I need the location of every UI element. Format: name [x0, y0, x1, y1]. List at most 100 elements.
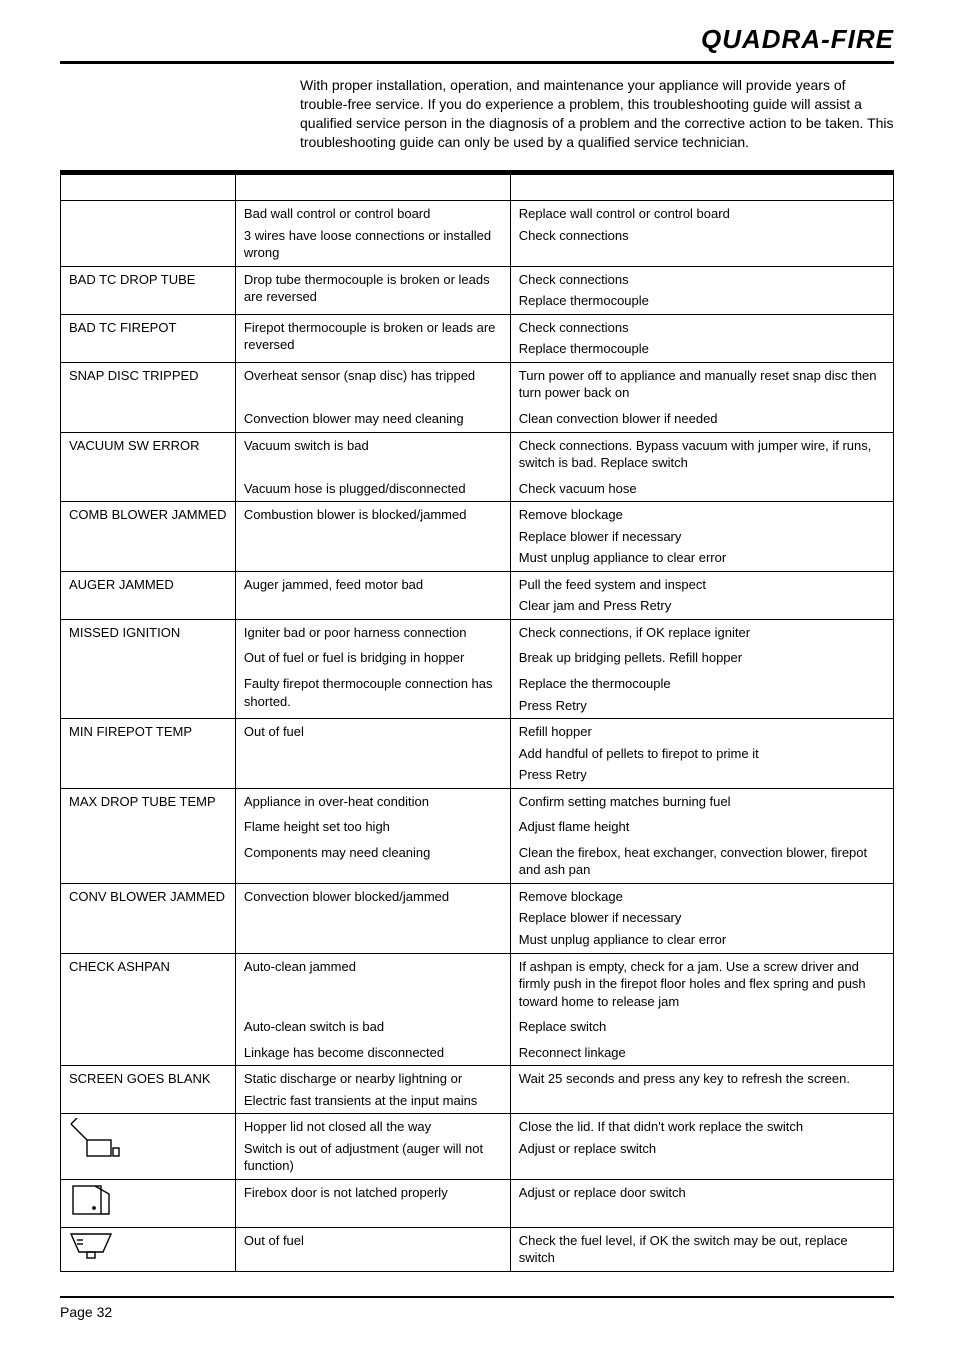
- error-code-cell: MIN FIREPOT TEMP: [61, 719, 236, 789]
- cause-cell: Auto-clean jammed: [235, 953, 510, 1014]
- cell-line: Auto-clean jammed: [244, 958, 502, 976]
- cell-line: Hopper lid not closed all the way: [244, 1118, 502, 1136]
- cell-line: Refill hopper: [519, 723, 885, 741]
- cause-cell: Overheat sensor (snap disc) has tripped: [235, 362, 510, 406]
- table-row: Firebox door is not latched properly Adju…: [61, 1180, 894, 1228]
- table-row: CHECK ASHPAN Auto-clean jammed If ashpan i…: [61, 953, 894, 1014]
- cell-line: Drop tube thermocouple is broken or lead…: [244, 271, 502, 306]
- error-code-cell: [61, 1014, 236, 1040]
- error-code-cell: [61, 840, 236, 884]
- table-row: COMB BLOWER JAMMED Combustion blower is b…: [61, 502, 894, 572]
- action-cell: Turn power off to appliance and manually…: [510, 362, 893, 406]
- cell-line: Replace wall control or control board: [519, 205, 885, 223]
- action-cell: Refill hopperAdd handful of pellets to f…: [510, 719, 893, 789]
- cell-line: Replace thermocouple: [519, 292, 885, 310]
- cell-line: Replace switch: [519, 1018, 885, 1036]
- cause-cell: Firebox door is not latched properly: [235, 1180, 510, 1228]
- cell-line: Check connections: [519, 271, 885, 289]
- cell-line: Clear jam and Press Retry: [519, 597, 885, 615]
- error-code-cell: SCREEN GOES BLANK: [61, 1066, 236, 1114]
- action-cell: Check vacuum hose: [510, 476, 893, 502]
- cause-cell: Auger jammed, feed motor bad: [235, 571, 510, 619]
- table-row: Bad wall control or control board 3 wires…: [61, 201, 894, 267]
- action-cell: Reconnect linkage: [510, 1040, 893, 1066]
- table-row: Linkage has become disconnectedReconnect…: [61, 1040, 894, 1066]
- page-number: Page 32: [60, 1304, 894, 1320]
- table-row: Components may need cleaning Clean the fi…: [61, 840, 894, 884]
- cause-cell: Igniter bad or poor harness connection: [235, 619, 510, 645]
- error-code-cell: AUGER JAMMED: [61, 571, 236, 619]
- cell-line: Faulty firepot thermocouple connection h…: [244, 675, 502, 710]
- table-row: Flame height set too highAdjust flame he…: [61, 814, 894, 840]
- action-cell: Check the fuel level, if OK the switch m…: [510, 1227, 893, 1271]
- action-cell: Remove blockage Replace blower if necessa…: [510, 502, 893, 572]
- cell-line: Check the fuel level, if OK the switch m…: [519, 1232, 885, 1267]
- cause-cell: Vacuum hose is plugged/disconnected: [235, 476, 510, 502]
- table-row: MISSED IGNITION Igniter bad or poor harne…: [61, 619, 894, 645]
- page: QUADRA-FIRE With proper installation, op…: [0, 0, 954, 1350]
- cell-line: Clean the firebox, heat exchanger, conve…: [519, 844, 885, 879]
- intro-paragraph: With proper installation, operation, and…: [300, 76, 894, 152]
- cause-cell: Vacuum switch is bad: [235, 432, 510, 476]
- action-cell: Wait 25 seconds and press any key to ref…: [510, 1066, 893, 1114]
- cell-line: Replace the thermocouple: [519, 675, 885, 693]
- cell-line: Check connections, if OK replace igniter: [519, 624, 885, 642]
- hopper-lid-icon: [69, 1118, 127, 1160]
- cell-line: Static discharge or nearby lightning or: [244, 1070, 502, 1088]
- cause-cell: Combustion blower is blocked/jammed: [235, 502, 510, 572]
- action-cell: Adjust or replace door switch: [510, 1180, 893, 1228]
- cause-cell: Auto-clean switch is bad: [235, 1014, 510, 1040]
- troubleshooting-table: Bad wall control or control board 3 wires…: [60, 175, 894, 1272]
- cause-cell: Out of fuel: [235, 1227, 510, 1271]
- action-cell: Check connections. Bypass vacuum with ju…: [510, 432, 893, 476]
- cell-line: Press Retry: [519, 697, 885, 715]
- cell-line: If ashpan is empty, check for a jam. Use…: [519, 958, 885, 1011]
- table-row: BAD TC FIREPOTFirepot thermocouple is br…: [61, 314, 894, 362]
- cell-line: Close the lid. If that didn't work repla…: [519, 1118, 885, 1136]
- action-cell: Remove blockageReplace blower if necessa…: [510, 883, 893, 953]
- cell-line: Check connections. Bypass vacuum with ju…: [519, 437, 885, 472]
- cell-line: Replace blower if necessary: [519, 528, 885, 546]
- cell-line: Firepot thermocouple is broken or leads …: [244, 319, 502, 354]
- table-row: CONV BLOWER JAMMEDConvection blower bloc…: [61, 883, 894, 953]
- cell-line: Out of fuel or fuel is bridging in hoppe…: [244, 649, 502, 667]
- cell-line: Switch is out of adjustment (auger will …: [244, 1140, 502, 1175]
- cell-line: Must unplug appliance to clear error: [519, 549, 885, 567]
- cause-cell: Firepot thermocouple is broken or leads …: [235, 314, 510, 362]
- cell-line: 3 wires have loose connections or instal…: [244, 227, 502, 262]
- cause-cell: Hopper lid not closed all the way Switch …: [235, 1114, 510, 1180]
- cell-line: Vacuum switch is bad: [244, 437, 502, 455]
- table-header-cell: [510, 175, 893, 201]
- cell-line: Vacuum hose is plugged/disconnected: [244, 480, 502, 498]
- cell-line: Firebox door is not latched properly: [244, 1184, 502, 1202]
- cell-line: Remove blockage: [519, 506, 885, 524]
- error-code-cell: [61, 201, 236, 267]
- action-cell: Check connections, if OK replace igniter: [510, 619, 893, 645]
- cell-line: Electric fast transients at the input ma…: [244, 1092, 502, 1110]
- cause-cell: Linkage has become disconnected: [235, 1040, 510, 1066]
- hopper-lid-icon-cell: [61, 1114, 236, 1180]
- fuel-hopper-icon: [69, 1232, 113, 1262]
- action-cell: Pull the feed system and inspectClear ja…: [510, 571, 893, 619]
- cell-line: Combustion blower is blocked/jammed: [244, 506, 502, 524]
- table-row: Auto-clean switch is bad Replace switch: [61, 1014, 894, 1040]
- cell-line: Igniter bad or poor harness connection: [244, 624, 502, 642]
- error-code-cell: MAX DROP TUBE TEMP: [61, 788, 236, 814]
- error-code-cell: MISSED IGNITION: [61, 619, 236, 645]
- table-row: SNAP DISC TRIPPEDOverheat sensor (snap d…: [61, 362, 894, 406]
- cell-line: Auger jammed, feed motor bad: [244, 576, 502, 594]
- table-header-cell: [61, 175, 236, 201]
- cause-cell: Static discharge or nearby lightning or E…: [235, 1066, 510, 1114]
- cause-cell: Convection blower blocked/jammed: [235, 883, 510, 953]
- cell-line: Adjust or replace door switch: [519, 1184, 885, 1202]
- action-cell: Break up bridging pellets. Refill hopper: [510, 645, 893, 671]
- cell-line: Remove blockage: [519, 888, 885, 906]
- action-cell: Replace the thermocouple Press Retry: [510, 671, 893, 719]
- error-code-cell: CHECK ASHPAN: [61, 953, 236, 1014]
- cause-cell: Out of fuel: [235, 719, 510, 789]
- table-header-cell: [235, 175, 510, 201]
- cell-line: Bad wall control or control board: [244, 205, 502, 223]
- action-cell: If ashpan is empty, check for a jam. Use…: [510, 953, 893, 1014]
- error-code-cell: COMB BLOWER JAMMED: [61, 502, 236, 572]
- cell-line: Components may need cleaning: [244, 844, 502, 862]
